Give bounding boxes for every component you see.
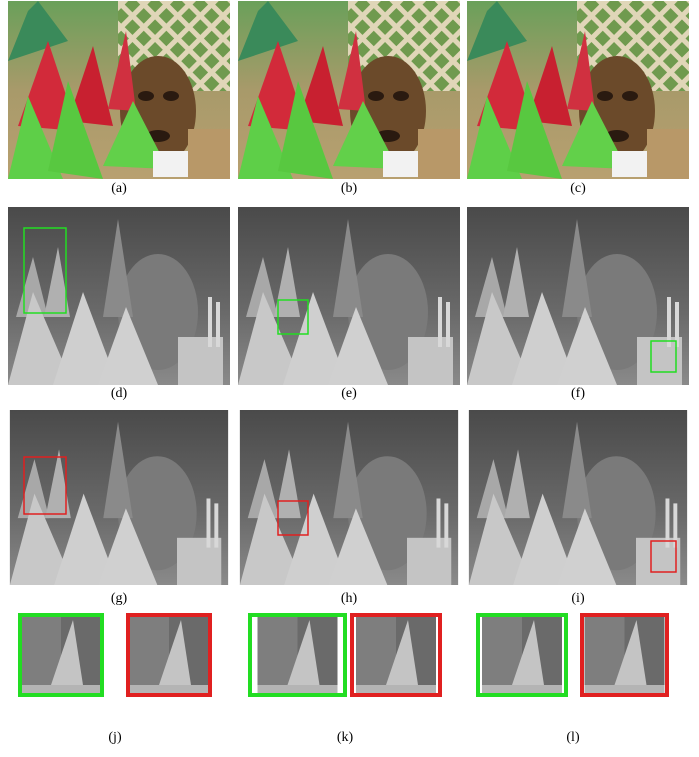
panel-label: (h) [341, 591, 358, 606]
panel-label: (g) [111, 591, 128, 606]
figure: (a) (b) (c) (d) (e) (f) (g) (h) (i) (j) … [0, 0, 699, 752]
crops [20, 615, 667, 695]
depth-map [469, 410, 687, 585]
image [8, 1, 230, 179]
image [467, 1, 689, 179]
panel-label: (i) [571, 591, 585, 606]
panel-label: (k) [337, 730, 354, 745]
panel-label: (b) [341, 181, 358, 196]
image [238, 1, 460, 179]
panel-label: (d) [111, 386, 128, 401]
depth-map [8, 207, 230, 385]
panel-label: (c) [570, 181, 586, 196]
page: (a) (b) (c) (d) (e) (f) (g) (h) (i) (j) … [0, 0, 699, 752]
panel-label: (a) [111, 181, 127, 196]
panel-label: (j) [108, 730, 122, 745]
depth-map [10, 410, 228, 585]
depth-map [467, 207, 689, 385]
depth-map [240, 410, 458, 585]
panel-label: (l) [566, 730, 580, 745]
depth-map [238, 207, 460, 385]
panel-label: (e) [341, 386, 357, 401]
panel-label: (f) [571, 386, 585, 401]
